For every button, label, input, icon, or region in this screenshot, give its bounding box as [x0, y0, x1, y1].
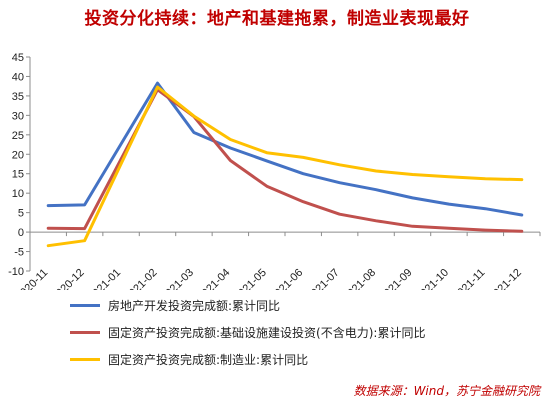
y-tick-label: 40: [12, 71, 24, 83]
y-tick-label: 35: [12, 91, 24, 103]
x-tick-label: 2021-12: [487, 267, 524, 290]
x-tick-label: 2021-06: [268, 267, 305, 290]
legend-item-infrastructure: 固定资产投资完成额:基础设施建设投资(不含电力):累计同比: [70, 319, 425, 346]
series-line-2: [46, 85, 524, 248]
chart-title: 投资分化持续：地产和基建拖累，制造业表现最好: [84, 9, 470, 29]
legend-label-real-estate: 房地产开发投资完成额:累计同比: [108, 299, 281, 313]
x-tick-label: 2021-01: [86, 267, 123, 290]
legend-item-real-estate: 房地产开发投资完成额:累计同比: [70, 292, 425, 319]
x-tick-label: 2021-11: [451, 267, 487, 290]
y-tick-label: 20: [12, 149, 24, 161]
x-tick-label: 2021-04: [195, 267, 232, 290]
x-tick-label: 2021-02: [123, 267, 160, 290]
x-tick-label: 2020-12: [50, 267, 87, 290]
y-tick-label: 30: [12, 110, 24, 122]
series-lines: [46, 81, 524, 248]
legend-label-infrastructure: 固定资产投资完成额:基础设施建设投资(不含电力):累计同比: [108, 326, 426, 340]
series-line-1: [46, 88, 524, 233]
legend-swatch-manufacturing: [70, 358, 100, 361]
legend-label-manufacturing: 固定资产投资完成额:制造业:累计同比: [108, 353, 309, 367]
x-tick-label: 2021-10: [414, 267, 451, 290]
legend-swatch-infrastructure: [70, 331, 100, 334]
y-tick-label: 5: [18, 208, 24, 220]
x-tick-label: 2021-03: [159, 267, 196, 290]
y-tick-label: 10: [12, 188, 24, 200]
y-tick-label: 0: [18, 227, 24, 239]
y-tick-label: 45: [12, 52, 24, 64]
x-tick-label: 2021-08: [341, 267, 378, 290]
y-tick-label: 15: [12, 169, 24, 181]
legend-item-manufacturing: 固定资产投资完成额:制造业:累计同比: [70, 346, 425, 373]
y-tick-label: -5: [14, 247, 24, 259]
series-line-0: [46, 81, 524, 217]
x-tick-label: 2021-07: [305, 267, 342, 290]
legend: 房地产开发投资完成额:累计同比 固定资产投资完成额:基础设施建设投资(不含电力)…: [70, 292, 425, 373]
x-tick-label: 2021-09: [378, 267, 415, 290]
legend-swatch-real-estate: [70, 304, 100, 307]
y-tick-label: 25: [12, 130, 24, 142]
y-tick-label: -10: [8, 266, 24, 278]
source-note: 数据来源：Wind，苏宁金融研究院: [353, 384, 540, 398]
x-tick-label: 2021-05: [232, 267, 269, 290]
